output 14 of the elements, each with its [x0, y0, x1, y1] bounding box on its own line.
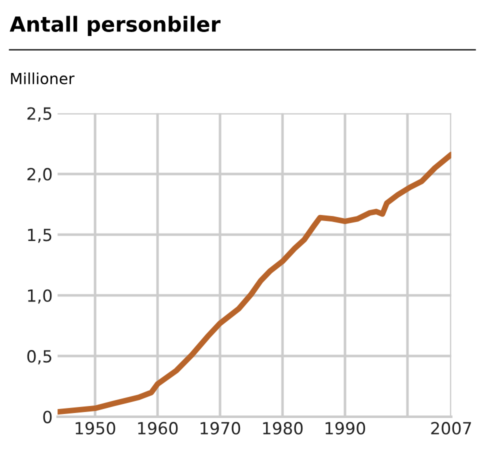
x-tick-label: 1990 — [326, 422, 366, 435]
y-tick-label: 0 — [43, 410, 52, 424]
x-tick-label: 1980 — [263, 422, 303, 435]
y-tick-label: 2,0 — [27, 168, 52, 182]
y-tick-label: 0,5 — [27, 350, 52, 364]
y-tick-label: 1,0 — [28, 289, 52, 304]
x-tick-label: 1970 — [200, 422, 240, 435]
x-tick-label: 1960 — [138, 422, 178, 435]
y-tick-label: 1,5 — [28, 228, 52, 243]
y-axis-title: Millioner — [11, 72, 74, 84]
chart-title: Antall personbiler — [10, 16, 221, 36]
x-tick-label: 1950 — [76, 422, 116, 435]
y-tick-label: 2,5 — [27, 107, 52, 122]
x-tick-label: 2007 — [431, 422, 471, 435]
